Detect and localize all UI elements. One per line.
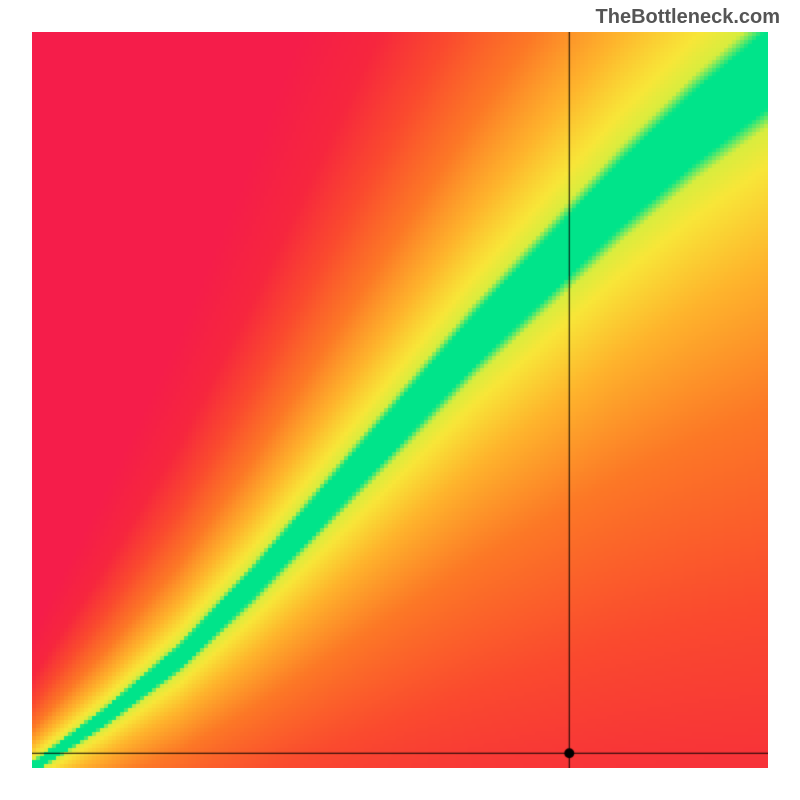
heatmap-canvas [32,32,768,768]
watermark-text: TheBottleneck.com [596,6,780,29]
bottleneck-heatmap [32,32,768,768]
